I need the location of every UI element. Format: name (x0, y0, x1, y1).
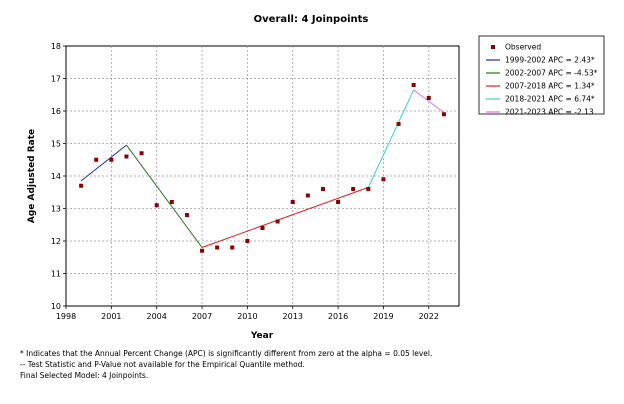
observed-point (290, 200, 295, 204)
observed-point (441, 112, 446, 117)
x-tick-label: 2019 (373, 312, 393, 321)
x-tick-label: 2013 (283, 312, 303, 321)
x-tick-label: 2001 (101, 312, 121, 321)
x-tick-label: 2022 (419, 312, 439, 321)
y-tick-label: 15 (51, 140, 61, 149)
chart-title: Overall: 4 Joinpoints (254, 14, 369, 25)
y-tick-label: 10 (51, 302, 61, 311)
observed-point (109, 157, 114, 162)
footnotes: * Indicates that the Annual Percent Chan… (20, 348, 432, 381)
observed-point (200, 248, 205, 253)
legend-marker-observed (491, 45, 495, 49)
legend-label-observed: Observed (505, 43, 541, 52)
observed-point (426, 96, 431, 100)
legend-box (478, 35, 605, 115)
y-tick-label: 16 (51, 107, 61, 116)
x-tick-label: 2004 (147, 312, 167, 321)
y-tick-label: 11 (51, 270, 61, 279)
x-axis-ticks: 1998 2001 2004 2007 2010 2013 2016 2019 2022 (56, 306, 439, 321)
observed-point (139, 151, 144, 156)
footnote-final-model: Final Selected Model: 4 Joinpoints. (20, 371, 149, 380)
y-tick-label: 18 (51, 42, 61, 51)
observed-point (215, 245, 220, 250)
observed-point (396, 122, 401, 126)
legend-label: 2021-2023 APC = -2.13 (505, 108, 594, 117)
observed-point (184, 213, 189, 217)
observed-point (230, 245, 235, 250)
y-tick-label: 17 (51, 75, 61, 84)
observed-point (169, 200, 174, 204)
y-axis-ticks: 10 11 12 13 14 15 16 17 18 (51, 42, 66, 311)
trend-segment (413, 89, 445, 114)
legend-label: 2002-2007 APC = -4.53* (505, 69, 598, 78)
legend: Observed 1999-2002 APC = 2.43* 2002-2007 A… (478, 35, 605, 117)
trend-segment (80, 144, 127, 182)
observed-point (305, 193, 310, 198)
x-tick-label: 2010 (237, 312, 257, 321)
observed-point (260, 226, 265, 230)
observed-point (275, 219, 280, 224)
legend-label: 1999-2002 APC = 2.43* (505, 56, 595, 65)
footnote-test-statistic: -- Test Statistic and P-Value not availa… (20, 360, 305, 369)
observed-point (94, 157, 99, 162)
observed-point (411, 83, 416, 87)
y-axis-label: Age Adjusted Rate (27, 129, 37, 223)
observed-point (351, 187, 356, 191)
observed-point (154, 203, 159, 208)
observed-point (381, 177, 386, 182)
observed-point (320, 187, 325, 191)
observed-point (245, 239, 250, 243)
y-tick-label: 14 (51, 172, 61, 181)
y-tick-label: 12 (51, 237, 61, 246)
y-tick-label: 13 (51, 205, 61, 214)
x-tick-label: 2007 (192, 312, 212, 321)
observed-point (336, 200, 341, 204)
observed-point (366, 187, 371, 191)
legend-label: 2007-2018 APC = 1.34* (505, 82, 595, 91)
grid (66, 46, 459, 306)
joinpoint-chart: Overall: 4 Joinpoints 1998 2001 2004 2007 20… (27, 14, 605, 341)
trend-segment (126, 144, 203, 248)
observed-point (124, 154, 129, 159)
x-tick-label: 2016 (328, 312, 348, 321)
x-tick-label: 1998 (56, 312, 76, 321)
trend-segment (367, 89, 415, 188)
footnote-significance: * Indicates that the Annual Percent Chan… (20, 349, 433, 358)
observed-points (79, 83, 446, 253)
legend-label: 2018-2021 APC = 6.74* (505, 95, 595, 104)
trend-segments (80, 89, 445, 248)
x-axis-label: Year (250, 331, 274, 341)
trend-segment (201, 186, 369, 248)
observed-point (79, 183, 84, 188)
